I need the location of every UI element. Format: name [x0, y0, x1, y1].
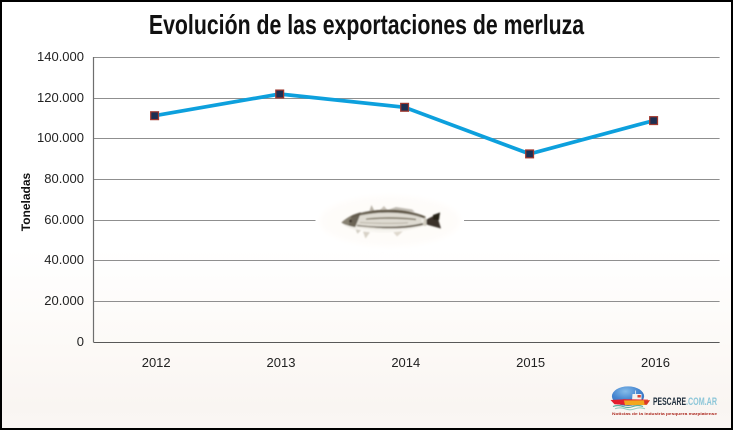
svg-text:PESCARE: PESCARE — [653, 396, 686, 408]
svg-text:.COM.AR: .COM.AR — [686, 396, 717, 408]
svg-text:Noticias de la industria pesqu: Noticias de la industria pesquera marpla… — [612, 412, 717, 416]
